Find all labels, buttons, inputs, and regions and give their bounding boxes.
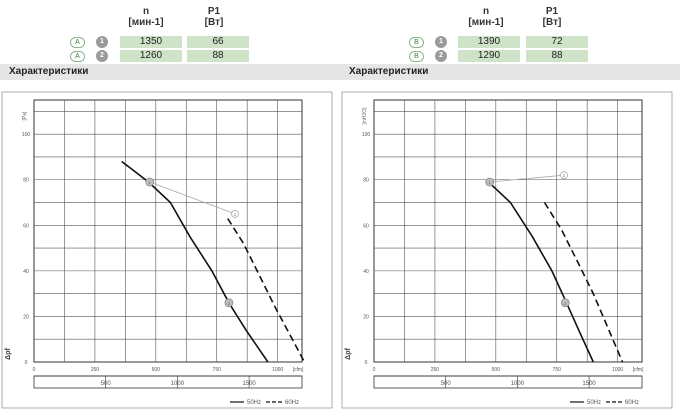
row-index-badge: 1	[96, 36, 108, 48]
callout-marker	[231, 210, 239, 218]
x-tick-label: 750	[553, 367, 562, 373]
x-tick-label: 250	[91, 367, 100, 373]
x-tick-label: 0	[33, 367, 36, 373]
row-index-badge: 2	[96, 50, 108, 62]
power-header: P1 [Вт]	[188, 6, 240, 28]
y-tick-label: 40	[23, 269, 29, 275]
speed-value: 1260	[120, 50, 182, 62]
x-tick-label: 500	[152, 367, 161, 373]
operating-point-marker	[224, 298, 234, 308]
callout-marker-label: 2	[234, 212, 237, 217]
legend-label-50hz: 50Hz	[587, 400, 601, 406]
secondary-tick-label: 1500	[582, 381, 596, 387]
secondary-tick-label: 1000	[511, 381, 525, 387]
power-header-unit: [Вт]	[204, 17, 224, 28]
x-axis-unit: [cfm]	[633, 367, 644, 373]
y-tick-label: 60	[23, 223, 29, 229]
y-axis-label: Δpf	[345, 348, 352, 360]
operating-point-label: 1	[489, 180, 492, 185]
legend-label-60hz: 60Hz	[285, 400, 299, 406]
operating-point-label: 2	[564, 301, 567, 306]
speed-value: 1350	[120, 36, 182, 48]
section-title: Характеристики	[0, 64, 340, 80]
operating-point-marker	[145, 177, 155, 187]
secondary-tick-label: 500	[101, 381, 112, 387]
row-index-badge: 2	[435, 50, 447, 62]
power-header-unit: [Вт]	[542, 17, 562, 28]
chart-frame	[1, 91, 333, 409]
power-value: 88	[526, 50, 588, 62]
curve-badge: B	[409, 37, 424, 48]
callout-leader-line	[149, 181, 236, 215]
secondary-axis-strip	[373, 375, 643, 389]
power-value: 66	[187, 36, 249, 48]
x-tick-label: 750	[213, 367, 222, 373]
chart-frame	[341, 91, 673, 409]
secondary-tick-label: 1500	[242, 381, 256, 387]
y-tick-label: 20	[363, 314, 369, 320]
curve-badge: A	[70, 37, 85, 48]
fan-curve-chart-b: 0 20 40 60 80 100 Δpf [inH2O] 0 250 500 750 1000 [cfm…	[341, 91, 673, 409]
series-line-60hz	[543, 202, 624, 363]
operating-point-marker	[560, 298, 570, 308]
table-row: A 1 1350 66	[0, 36, 340, 48]
speed-header-label: n	[482, 6, 490, 17]
y-axis-unit: [inH2O]	[362, 107, 368, 125]
fan-panel-a: n [мин-1] P1 [Вт] A 1 1350 66 A 2 1260 8…	[0, 6, 340, 409]
x-tick-label: 1000	[272, 367, 283, 373]
y-tick-label: 0	[365, 360, 368, 366]
y-axis-label: Δpf	[5, 348, 12, 360]
x-tick-label: 250	[431, 367, 440, 373]
plot-area	[373, 99, 643, 363]
secondary-tick-label: 1000	[171, 381, 185, 387]
secondary-tick-label: 500	[441, 381, 452, 387]
legend-label-50hz: 50Hz	[247, 400, 261, 406]
y-tick-label: 80	[363, 178, 369, 184]
table-row: B 1 1390 72	[340, 36, 680, 48]
secondary-axis-strip	[33, 375, 303, 389]
curve-badge: A	[70, 51, 85, 62]
table-row: A 2 1260 88	[0, 50, 340, 62]
y-tick-label: 40	[363, 269, 369, 275]
series-line-50hz	[487, 181, 595, 363]
callout-leader-line	[489, 174, 565, 183]
series-line-60hz	[227, 218, 306, 363]
speed-header: n [мин-1]	[120, 6, 172, 28]
y-tick-label: 80	[23, 178, 29, 184]
power-header-label: P1	[545, 6, 559, 17]
speed-header-unit: [мин-1]	[128, 17, 164, 28]
y-tick-label: 20	[23, 314, 29, 320]
y-tick-label: 0	[25, 360, 28, 366]
row-index-badge: 1	[435, 36, 447, 48]
operating-point-marker	[485, 177, 495, 187]
section-title: Характеристики	[340, 64, 680, 80]
power-value: 72	[526, 36, 588, 48]
power-header-label: P1	[207, 6, 221, 17]
y-tick-label: 60	[363, 223, 369, 229]
fan-panel-b: n [мин-1] P1 [Вт] B 1 1390 72 B 2 1290 8…	[340, 0, 680, 417]
power-header: P1 [Вт]	[526, 6, 578, 28]
speed-value: 1290	[458, 50, 520, 62]
speed-value: 1390	[458, 36, 520, 48]
legend-label-60hz: 60Hz	[625, 400, 639, 406]
callout-marker	[560, 171, 568, 180]
y-tick-label: 100	[362, 132, 371, 138]
callout-marker-label: 2	[563, 173, 566, 178]
speed-header: n [мин-1]	[460, 6, 512, 28]
power-value: 88	[187, 50, 249, 62]
table-row: B 2 1290 88	[340, 50, 680, 62]
operating-point-label: 2	[228, 301, 231, 306]
fan-curve-chart-a: 0 20 40 60 80 100 Δpf [Pa] 0 250 500 750 1000 [cfm] 50…	[1, 91, 333, 409]
y-tick-label: 100	[22, 132, 31, 138]
x-tick-label: 500	[492, 367, 501, 373]
x-tick-label: 0	[373, 367, 376, 373]
speed-header-unit: [мин-1]	[468, 17, 504, 28]
speed-header-label: n	[142, 6, 150, 17]
x-axis-unit: [cfm]	[293, 367, 304, 373]
plot-area	[33, 99, 303, 363]
operating-point-label: 1	[149, 180, 152, 185]
curve-badge: B	[409, 51, 424, 62]
x-tick-label: 1000	[612, 367, 623, 373]
y-axis-unit: [Pa]	[22, 111, 28, 121]
